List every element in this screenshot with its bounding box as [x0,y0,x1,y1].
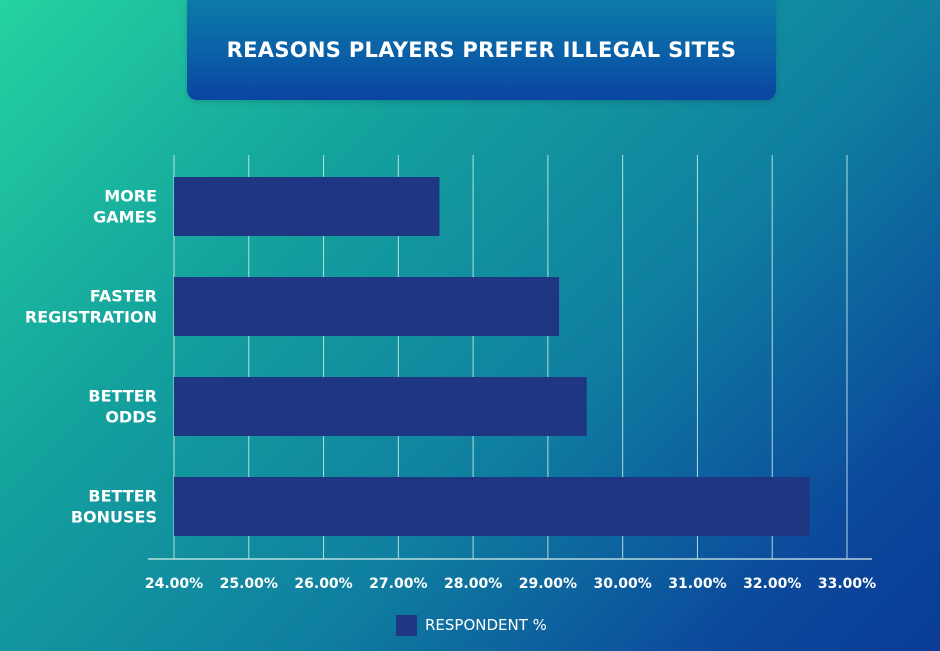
x-tick-label: 32.00% [743,576,801,592]
bar [174,477,810,536]
legend-label: RESPONDENT % [425,616,547,634]
y-category-label: MORE GAMES [93,186,157,226]
x-tick-label: 27.00% [369,576,427,592]
bar [174,277,560,336]
x-tick-label: 28.00% [444,576,502,592]
chart-title: REASONS PLAYERS PREFER ILLEGAL SITES [226,38,737,62]
x-tick-label: 25.00% [220,576,278,592]
x-tick-label: 26.00% [294,576,352,592]
y-category-label: FASTER REGISTRATION [25,286,157,326]
bar [174,177,440,236]
legend-swatch [396,614,417,636]
bar [174,377,587,436]
x-tick-label: 29.00% [519,576,577,592]
y-category-label: BETTER ODDS [88,386,157,426]
legend: RESPONDENT % [396,614,547,636]
y-category-label: BETTER BONUSES [71,486,157,526]
x-tick-label: 24.00% [145,576,203,592]
x-tick-label: 33.00% [818,576,876,592]
chart-title-banner: REASONS PLAYERS PREFER ILLEGAL SITES [187,0,776,100]
x-tick-label: 31.00% [668,576,726,592]
x-tick-label: 30.00% [594,576,652,592]
